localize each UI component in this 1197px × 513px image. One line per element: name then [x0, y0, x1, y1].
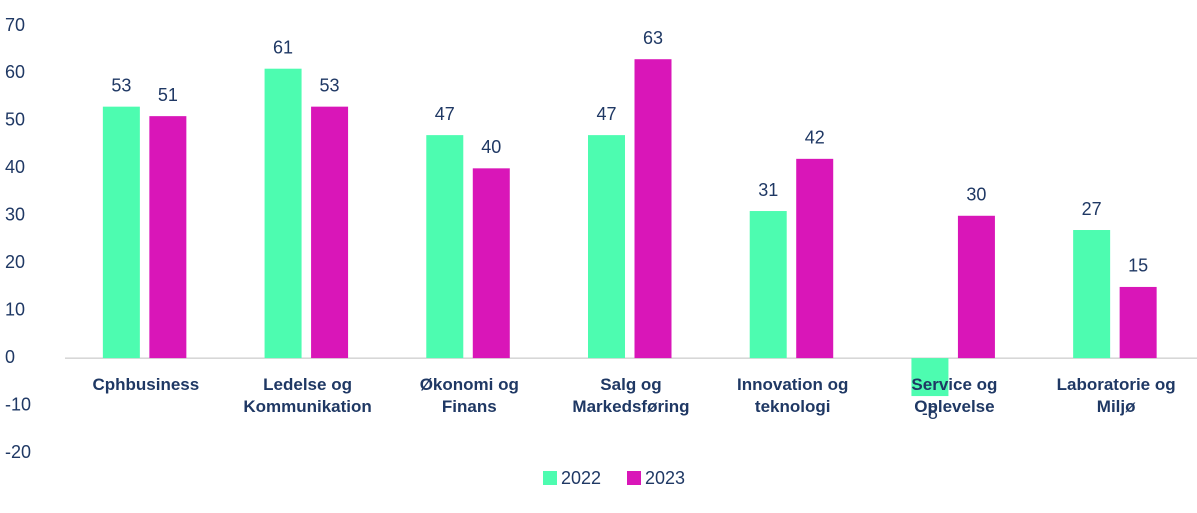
x-tick-label: Salg og Markedsføring — [572, 375, 690, 417]
x-tick-label: Ledelse og Kommunikation — [243, 375, 372, 417]
data-label: 30 — [966, 185, 986, 205]
y-tick-label: 10 — [5, 299, 25, 319]
data-label: -8 — [922, 403, 938, 423]
data-label: 47 — [596, 104, 616, 124]
data-label: 61 — [273, 37, 293, 57]
y-tick-label: 70 — [5, 15, 25, 35]
bar — [749, 211, 787, 359]
bar — [957, 215, 995, 359]
y-tick-label: -10 — [5, 394, 31, 414]
bar — [1073, 230, 1111, 359]
x-tick-label: Cphbusiness — [92, 375, 200, 395]
data-label: 31 — [758, 180, 778, 200]
data-label: 53 — [111, 75, 131, 95]
bar — [102, 106, 140, 359]
y-tick-label: 50 — [5, 110, 25, 130]
y-tick-label: 40 — [5, 157, 25, 177]
data-label: 15 — [1128, 256, 1148, 276]
data-label: 63 — [643, 28, 663, 48]
bar — [911, 358, 949, 397]
data-label: 53 — [320, 75, 340, 95]
x-tick-label: Service og Oplevelse — [911, 375, 998, 417]
bar — [149, 116, 187, 359]
x-tick-label: Økonomi og Finans — [419, 375, 519, 417]
legend-label: 2023 — [645, 468, 685, 488]
legend-swatch — [543, 471, 557, 485]
x-tick-label: Innovation og teknologi — [736, 375, 849, 417]
data-label: 27 — [1082, 199, 1102, 219]
data-label: 47 — [435, 104, 455, 124]
y-tick-label: 20 — [5, 252, 25, 272]
bar — [1119, 286, 1157, 359]
bar — [264, 68, 302, 359]
x-tick-label: Laboratorie og Miljø — [1056, 375, 1176, 417]
bar — [588, 135, 625, 359]
y-tick-label: 0 — [5, 347, 15, 367]
y-tick-label: -20 — [5, 442, 31, 462]
bar — [634, 59, 672, 359]
bar — [311, 106, 349, 359]
y-tick-label: 60 — [5, 62, 25, 82]
bar — [472, 168, 510, 359]
legend-label: 2022 — [561, 468, 601, 488]
bar — [426, 135, 464, 359]
data-label: 40 — [481, 137, 501, 157]
bar — [796, 158, 834, 359]
legend-swatch — [627, 471, 641, 485]
y-tick-label: 30 — [5, 205, 25, 225]
data-label: 51 — [158, 85, 178, 105]
data-label: 42 — [805, 128, 825, 148]
